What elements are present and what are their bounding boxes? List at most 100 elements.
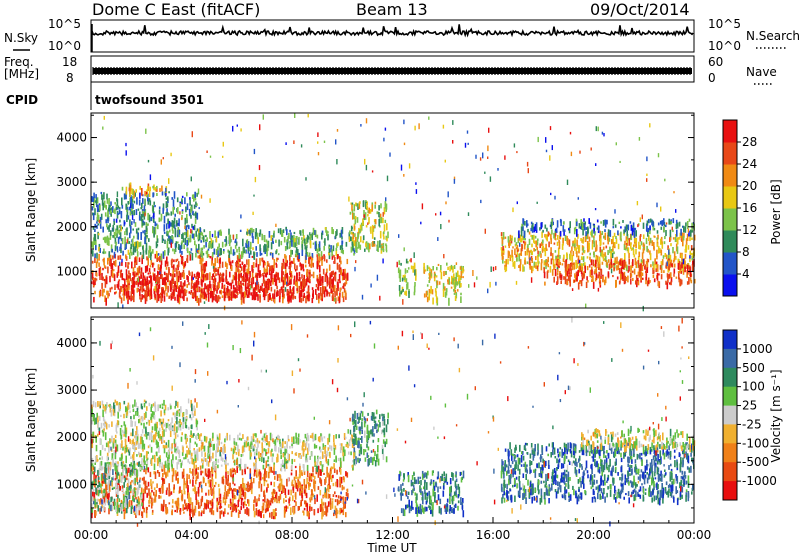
heatmap-cell <box>156 294 158 303</box>
heatmap-cell <box>141 188 143 196</box>
heatmap-scatter-cell <box>307 113 309 118</box>
heatmap-cell <box>267 506 269 512</box>
heatmap-cell <box>604 219 607 228</box>
heatmap-cell <box>263 267 266 273</box>
heatmap-cell <box>94 223 96 228</box>
heatmap-cell <box>96 197 99 204</box>
heatmap-scatter-cell <box>160 159 162 165</box>
heatmap-cell <box>276 474 279 481</box>
heatmap-cell <box>92 285 95 288</box>
heatmap-cell <box>431 289 434 295</box>
heatmap-cell <box>569 253 572 261</box>
heatmap-cell <box>504 236 507 239</box>
heatmap-cell <box>661 241 664 249</box>
heatmap-cell <box>272 266 274 273</box>
heatmap-cell <box>290 241 292 246</box>
heatmap-cell <box>531 235 534 240</box>
heatmap-cell <box>249 234 251 237</box>
heatmap-cell <box>639 235 641 242</box>
heatmap-cell <box>452 266 454 273</box>
heatmap-cell <box>130 291 133 299</box>
heatmap-cell <box>251 265 253 272</box>
heatmap-cell <box>364 212 367 220</box>
heatmap-scatter-cell <box>453 176 456 180</box>
heatmap-cell <box>574 226 577 232</box>
heatmap-cell <box>600 269 603 275</box>
heatmap-cell <box>199 228 202 233</box>
heatmap-cell <box>137 208 140 211</box>
heatmap-cell <box>329 274 332 282</box>
heatmap-cell <box>404 291 406 295</box>
heatmap-cell <box>691 255 693 261</box>
heatmap-cell <box>119 486 121 491</box>
heatmap-cell <box>356 247 358 253</box>
heatmap-cell <box>109 260 111 267</box>
heatmap-cell <box>179 273 182 280</box>
heatmap-cell <box>377 240 379 249</box>
heatmap-scatter-cell <box>515 280 518 285</box>
heatmap-scatter-cell <box>585 303 587 308</box>
heatmap-cell <box>276 498 278 504</box>
heatmap-cell <box>352 233 355 240</box>
heatmap-cell <box>293 258 295 264</box>
heatmap-cell <box>193 508 196 516</box>
heatmap-cell <box>559 236 561 239</box>
heatmap-cell <box>530 227 532 232</box>
heatmap-cell <box>214 281 216 285</box>
heatmap-cell <box>128 262 130 265</box>
heatmap-cell <box>555 258 558 264</box>
heatmap-cell <box>225 269 228 278</box>
heatmap-cell <box>640 263 642 271</box>
heatmap-cell <box>454 289 457 294</box>
heatmap-cell <box>174 282 176 286</box>
heatmap-scatter-cell <box>603 133 605 137</box>
heatmap-cell <box>507 236 510 243</box>
heatmap-cell <box>649 250 651 255</box>
heatmap-cell <box>163 478 166 484</box>
heatmap-cell <box>181 272 184 278</box>
heatmap-cell <box>161 289 164 295</box>
heatmap-cell <box>677 263 680 270</box>
heatmap-cell <box>535 222 538 231</box>
heatmap-cell <box>163 499 165 507</box>
heatmap-cell <box>652 266 655 269</box>
heatmap-cell <box>177 228 180 235</box>
heatmap-cell <box>639 234 642 237</box>
heatmap-cell <box>318 243 320 252</box>
heatmap-cell <box>321 232 323 240</box>
heatmap-scatter-cell <box>149 174 152 181</box>
heatmap-cell <box>194 284 197 291</box>
heatmap-cell <box>270 481 272 486</box>
heatmap-cell <box>129 500 131 503</box>
heatmap-cell <box>377 246 379 252</box>
heatmap-scatter-cell <box>660 206 662 212</box>
heatmap-cell <box>216 285 218 291</box>
heatmap-cell <box>172 276 174 282</box>
heatmap-cell <box>168 467 170 473</box>
heatmap-cell <box>222 511 225 517</box>
heatmap-cell <box>126 277 128 283</box>
heatmap-cell <box>350 451 352 456</box>
heatmap-cell <box>320 287 322 295</box>
heatmap-cell <box>134 241 136 247</box>
heatmap-cell <box>238 247 241 253</box>
heatmap-cell <box>153 277 155 281</box>
heatmap-cell <box>94 277 97 282</box>
heatmap-cell <box>514 243 517 247</box>
colorbar-swatch <box>723 164 737 187</box>
heatmap-cell <box>575 261 578 269</box>
heatmap-cell <box>268 268 271 276</box>
heatmap-cell <box>288 295 291 302</box>
heatmap-cell <box>245 441 248 448</box>
heatmap-cell <box>604 276 607 284</box>
heatmap-cell <box>550 258 553 265</box>
heatmap-cell <box>339 483 341 488</box>
heatmap-cell <box>98 262 100 267</box>
heatmap-cell <box>290 279 292 285</box>
heatmap-cell <box>224 508 226 514</box>
heatmap-cell <box>321 498 323 505</box>
heatmap-cell <box>687 270 689 275</box>
heatmap-cell <box>433 276 436 282</box>
heatmap-scatter-cell <box>398 234 400 238</box>
heatmap-cell <box>365 201 367 209</box>
